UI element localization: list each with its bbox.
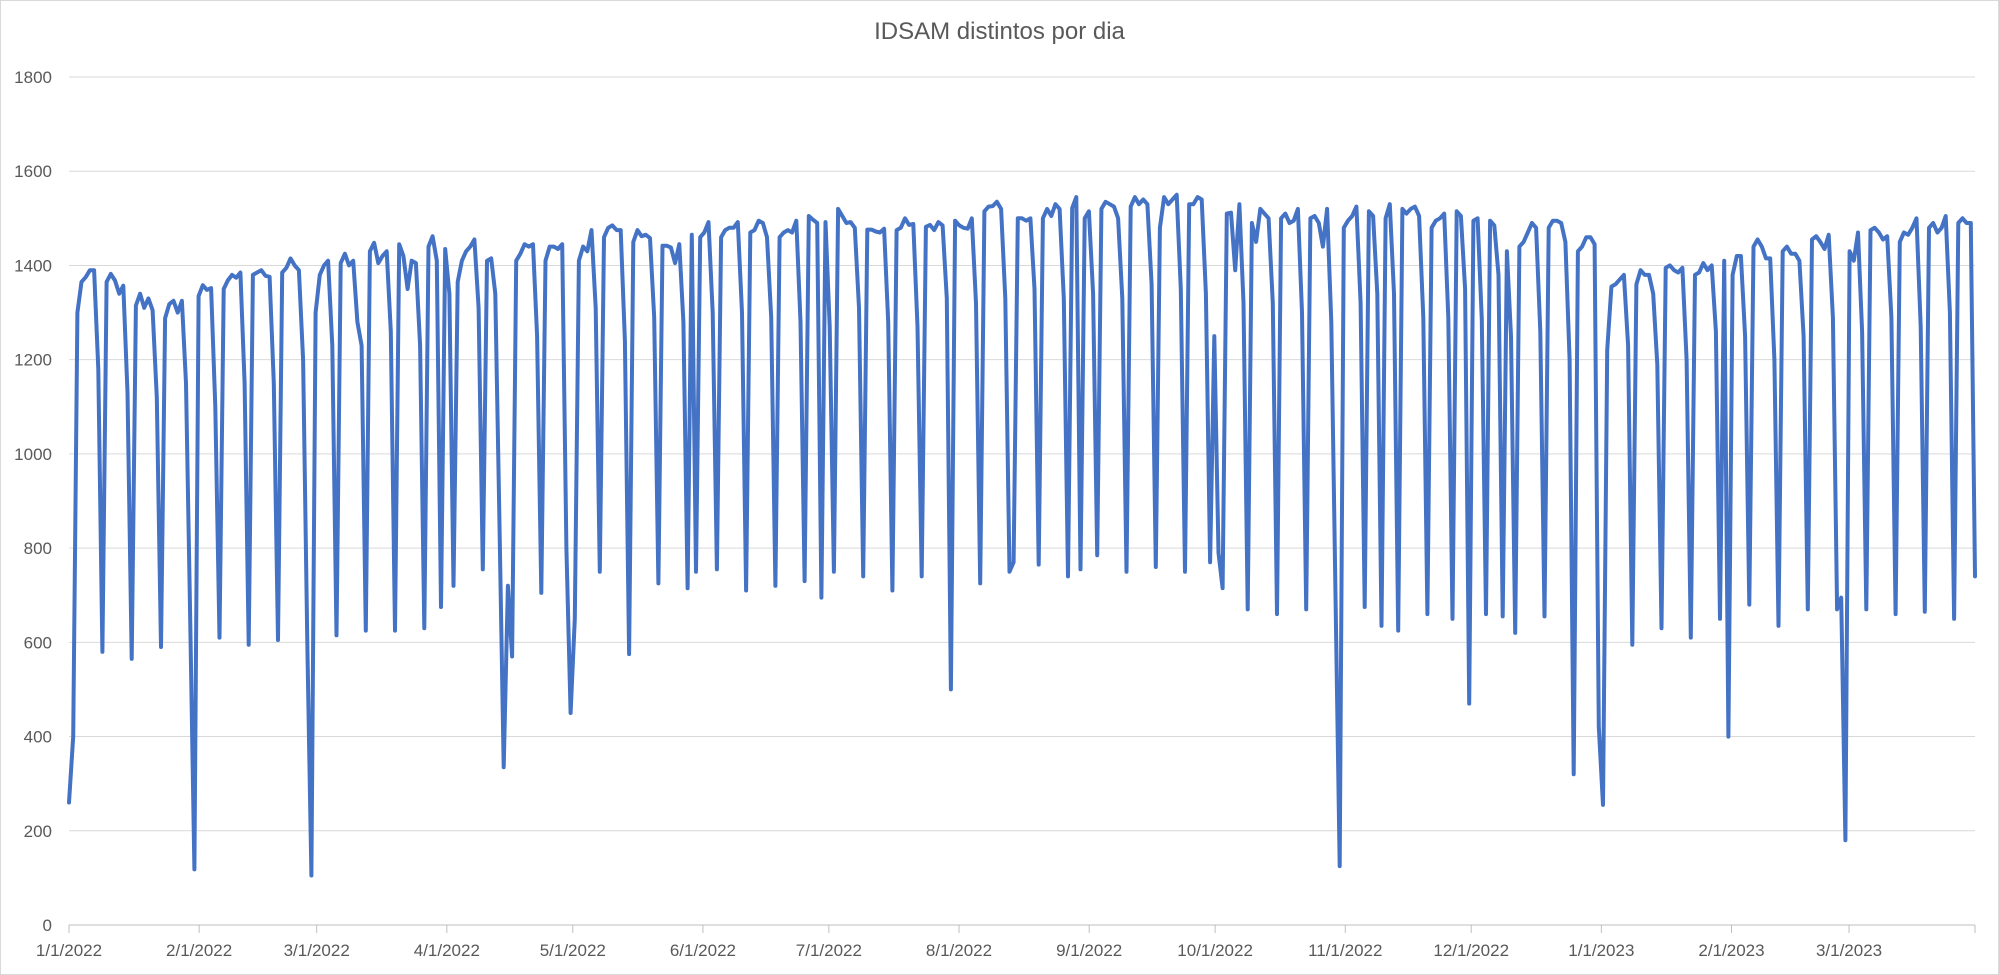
x-tick-label: 10/1/2022: [1177, 941, 1253, 960]
y-tick-label: 800: [24, 539, 52, 558]
x-tick-label: 3/1/2022: [284, 941, 350, 960]
chart-title: IDSAM distintos por dia: [874, 18, 1125, 45]
y-tick-label: 400: [24, 728, 52, 747]
y-tick-label: 1000: [14, 445, 52, 464]
x-tick-label: 11/1/2022: [1308, 941, 1382, 960]
x-tick-label: 3/1/2023: [1816, 941, 1882, 960]
x-tick-label: 2/1/2022: [166, 941, 232, 960]
x-tick-label: 9/1/2022: [1056, 941, 1122, 960]
y-tick-label: 200: [24, 822, 52, 841]
y-tick-label: 1400: [14, 256, 52, 275]
x-tick-label: 4/1/2022: [414, 941, 480, 960]
x-tick-label: 1/1/2022: [36, 941, 102, 960]
x-tick-label: 2/1/2023: [1698, 941, 1764, 960]
y-tick-label: 0: [43, 916, 52, 935]
series-line: [67, 192, 1977, 878]
x-tick-label: 6/1/2022: [670, 941, 736, 960]
x-tick-label: 5/1/2022: [540, 941, 606, 960]
y-tick-label: 1600: [14, 162, 52, 181]
x-tick-label: 12/1/2022: [1433, 941, 1509, 960]
x-tick-label: 7/1/2022: [796, 941, 862, 960]
x-tick-label: 1/1/2023: [1568, 941, 1634, 960]
y-tick-label: 1800: [14, 68, 52, 87]
y-tick-label: 1200: [14, 351, 52, 370]
y-tick-label: 600: [24, 633, 52, 652]
x-tick-label: 8/1/2022: [926, 941, 992, 960]
